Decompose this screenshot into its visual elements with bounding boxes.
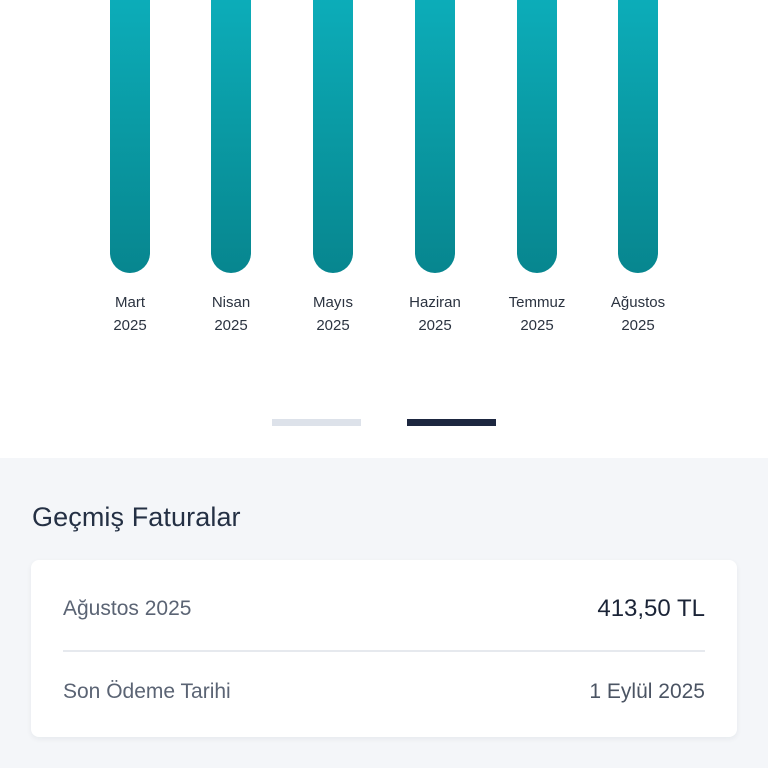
divider <box>63 650 705 652</box>
x-tick-month: Ağustos <box>610 294 666 311</box>
usage-chart: Mart 2025 Nisan 2025 Mayıs 2025 Haziran … <box>75 0 693 426</box>
chart-bar[interactable] <box>110 0 150 273</box>
chart-bar[interactable] <box>313 0 353 273</box>
chart-bar[interactable] <box>618 0 658 273</box>
page-indicator-1[interactable] <box>272 419 361 426</box>
invoice-card[interactable]: Ağustos 2025 413,50 TL Son Ödeme Tarihi … <box>31 560 737 737</box>
chart-bar[interactable] <box>415 0 455 273</box>
x-tick-year: 2025 <box>418 317 452 334</box>
x-tick-month: Mayıs <box>312 294 353 311</box>
x-tick-label: Temmuz 2025 <box>482 291 592 337</box>
section-title: Geçmiş Faturalar <box>32 502 241 532</box>
x-tick-label: Haziran 2025 <box>380 291 490 337</box>
x-tick-month: Temmuz <box>508 294 566 311</box>
x-tick-year: 2025 <box>316 317 350 334</box>
chart-bar[interactable] <box>517 0 557 273</box>
x-tick-year: 2025 <box>520 317 554 334</box>
due-date-value: 1 Eylül 2025 <box>589 680 705 703</box>
x-tick-label: Nisan 2025 <box>176 291 286 337</box>
x-tick-label: Mart 2025 <box>75 291 185 337</box>
x-tick-year: 2025 <box>621 317 655 334</box>
x-tick-label: Mayıs 2025 <box>278 291 388 337</box>
chart-bar[interactable] <box>211 0 251 273</box>
x-tick-year: 2025 <box>113 317 147 334</box>
x-tick-label: Ağustos 2025 <box>583 291 693 337</box>
due-date-label: Son Ödeme Tarihi <box>63 680 231 703</box>
x-tick-month: Haziran <box>409 294 461 311</box>
x-tick-month: Nisan <box>211 294 251 311</box>
page-indicator-2-active[interactable] <box>407 419 496 426</box>
x-tick-year: 2025 <box>214 317 248 334</box>
invoice-amount: 413,50 TL <box>597 595 705 622</box>
x-tick-month: Mart <box>115 294 145 311</box>
invoice-period: Ağustos 2025 <box>63 597 192 620</box>
